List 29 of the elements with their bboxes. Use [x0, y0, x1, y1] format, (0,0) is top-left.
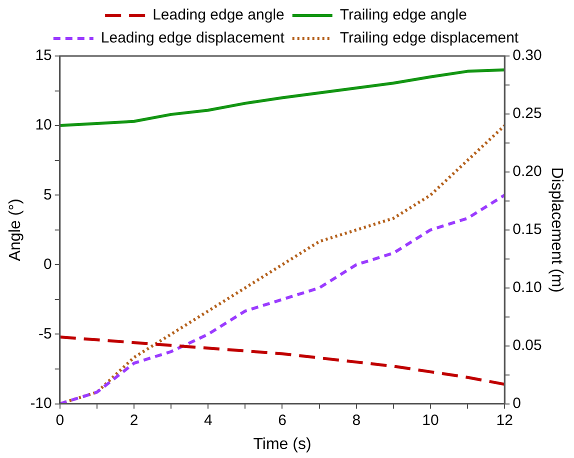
y-tick-label: 5: [44, 186, 52, 204]
legend-label: Leading edge angle: [152, 6, 284, 24]
y2-tick-label: 0.30: [512, 47, 542, 64]
x-axis-title: Time (s): [253, 436, 312, 453]
x-tick-label: 6: [278, 412, 286, 429]
legend-label: Leading edge displacement: [100, 30, 286, 47]
y-axis-title: Angle (°): [7, 198, 24, 262]
y-tick-label: 0: [44, 256, 52, 273]
y-tick-label: -5: [38, 325, 52, 342]
y2-tick-label: 0: [512, 394, 521, 412]
y-tick-label: -10: [30, 394, 52, 412]
y-tick-label: 10: [35, 116, 52, 134]
x-tick-label: 0: [56, 412, 64, 429]
x-tick-label: 4: [204, 412, 212, 429]
y2-axis-title: Displacement (m): [548, 167, 565, 293]
y2-tick-label: 0.20: [512, 163, 542, 180]
y2-tick-label: 0.10: [512, 279, 542, 296]
y2-tick-label: 0.05: [512, 336, 542, 354]
x-tick-label: 12: [496, 412, 513, 429]
y2-tick-label: 0.25: [512, 105, 542, 122]
legend-label: Trailing edge displacement: [340, 30, 520, 47]
y2-tick-label: 0.15: [512, 221, 542, 238]
legend-label: Trailing edge angle: [340, 6, 467, 24]
line-series: [60, 194, 505, 404]
x-tick-label: 10: [422, 412, 439, 429]
y-tick-label: 15: [35, 47, 52, 64]
x-tick-label: 8: [352, 412, 361, 429]
x-tick-label: 2: [130, 412, 138, 429]
line-series: [60, 336, 505, 386]
